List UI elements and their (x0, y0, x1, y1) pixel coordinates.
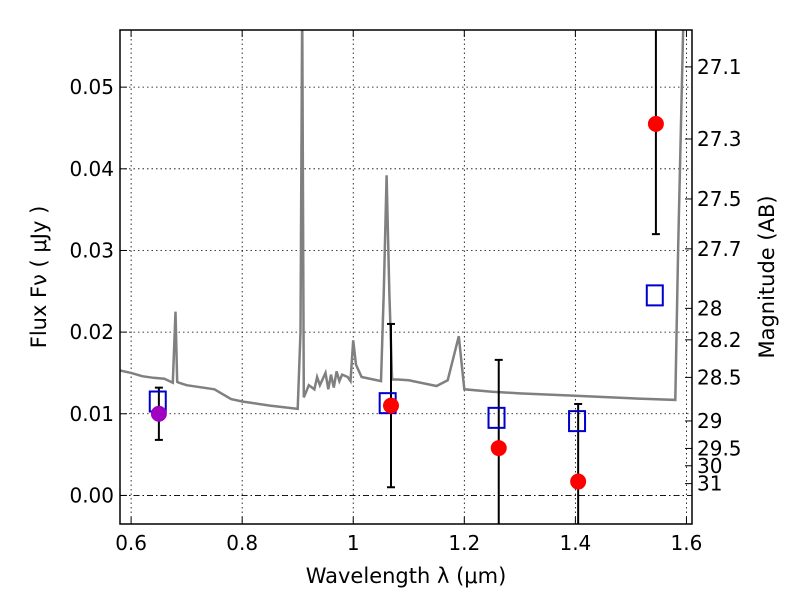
observed-flux-point (490, 440, 507, 457)
y-tick-label: 0.01 (69, 402, 114, 426)
observed-flux-point (647, 115, 664, 132)
model-photometry-box (645, 284, 664, 307)
y-tick-label: 0.05 (69, 75, 114, 99)
y-tick-label: 0.02 (69, 320, 114, 344)
y-tick-label: 0.03 (69, 238, 114, 262)
plot-area (120, 30, 692, 524)
observed-flux-point (570, 473, 587, 490)
x-tick-label: 0.6 (115, 531, 147, 555)
x-tick-label: 1.2 (448, 531, 480, 555)
observed-flux-point (150, 405, 167, 422)
x-tick-label: 0.8 (226, 531, 258, 555)
mag-tick-label: 28 (697, 296, 722, 320)
x-axis-label: Wavelength λ (μm) (306, 564, 507, 588)
y2-axis-label: Magnitude (AB) (755, 195, 779, 358)
mag-tick-label: 27.3 (697, 127, 742, 151)
y-axis-label: Flux Fν ( μJy ) (27, 206, 51, 349)
mag-tick-label: 29 (697, 409, 722, 433)
mag-tick-label: 28.2 (697, 328, 742, 352)
plot-frame (119, 29, 693, 525)
axis-ticks: 0.6 0.8 1 1.2 1.4 1.6 0.00 0.01 0.02 0.03 0.04 0.05… (69, 30, 742, 555)
model-photometry-box (487, 406, 506, 429)
mag-tick-label: 27.7 (697, 237, 742, 261)
model-photometry-box (568, 410, 587, 433)
mag-tick-label: 31 (697, 472, 722, 496)
observed-flux-point (383, 397, 400, 414)
mag-tick-label: 29.5 (697, 436, 742, 460)
mag-tick-label: 30 (697, 454, 722, 478)
x-tick-label: 1.6 (671, 531, 703, 555)
x-tick-label: 1.4 (559, 531, 591, 555)
y-tick-label: 0.00 (69, 483, 114, 507)
mag-tick-label: 27.1 (697, 55, 742, 79)
y-tick-label: 0.04 (69, 157, 114, 181)
template-spectrum-line (120, 30, 685, 411)
x-tick-label: 1 (347, 531, 360, 555)
mag-tick-label: 27.5 (697, 187, 742, 211)
mag-tick-label: 28.5 (697, 365, 742, 389)
